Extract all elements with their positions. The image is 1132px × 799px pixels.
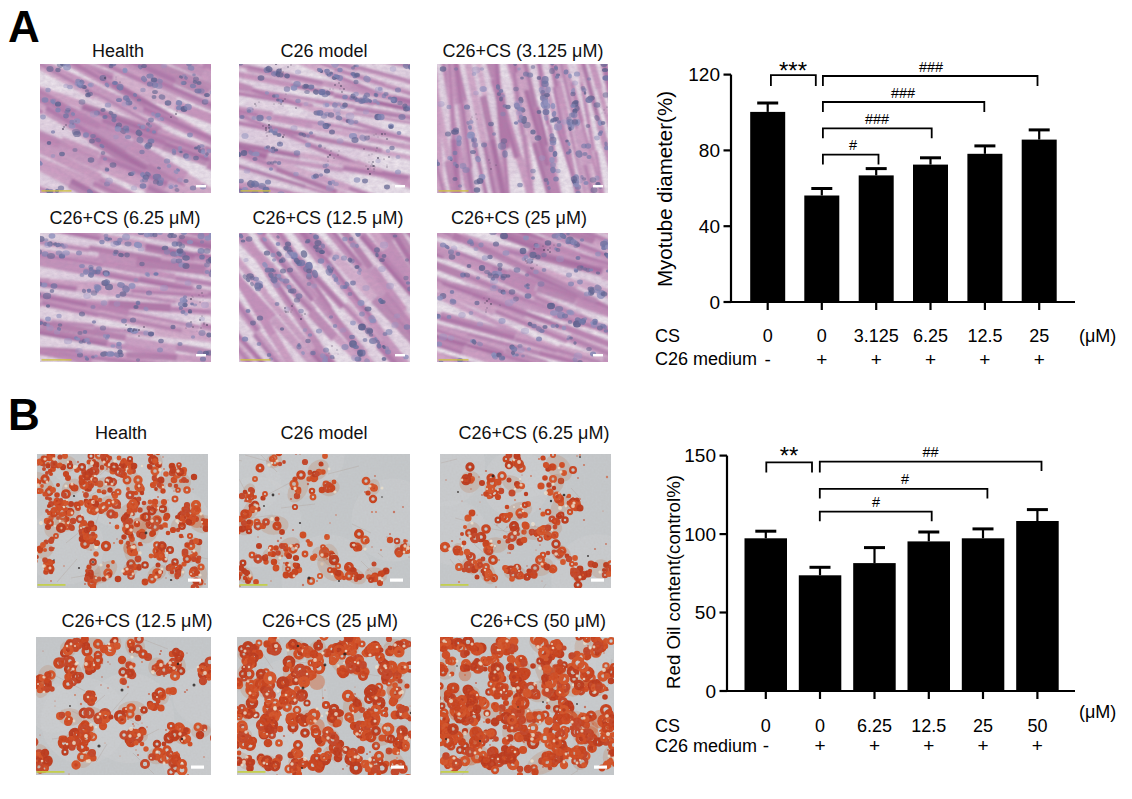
svg-text:-: -: [763, 735, 769, 756]
svg-text:+: +: [923, 735, 934, 756]
svg-text:CS: CS: [655, 326, 680, 346]
svg-text:###: ###: [865, 111, 889, 127]
svg-text:6.25: 6.25: [857, 716, 892, 736]
svg-text:+: +: [925, 349, 936, 370]
svg-text:***: ***: [779, 57, 807, 84]
svg-text:#: #: [901, 471, 909, 487]
svg-text:0: 0: [763, 326, 773, 346]
svg-text:+: +: [869, 735, 880, 756]
svg-text:+: +: [1032, 735, 1043, 756]
svg-text:(μM): (μM): [1079, 326, 1116, 346]
svg-text:0: 0: [817, 326, 827, 346]
svg-text:12.5: 12.5: [967, 326, 1002, 346]
svg-text:Red Oil content(control%): Red Oil content(control%): [663, 475, 684, 689]
svg-text:(μM): (μM): [1079, 702, 1116, 722]
svg-text:150: 150: [684, 445, 716, 466]
svg-text:120: 120: [688, 64, 720, 85]
svg-text:+: +: [816, 349, 827, 370]
svg-text:Myotube diameter(%): Myotube diameter(%): [653, 91, 676, 287]
svg-text:#: #: [849, 137, 857, 153]
svg-text:0: 0: [705, 681, 716, 702]
svg-text:80: 80: [699, 140, 720, 161]
svg-text:0: 0: [815, 716, 825, 736]
svg-text:+: +: [979, 349, 990, 370]
svg-text:+: +: [1034, 349, 1045, 370]
svg-text:#: #: [872, 494, 880, 510]
svg-text:0: 0: [709, 292, 720, 313]
svg-text:**: **: [780, 442, 799, 469]
svg-text:25: 25: [1029, 326, 1049, 346]
svg-text:-: -: [765, 349, 771, 370]
svg-text:CS: CS: [655, 716, 680, 736]
svg-text:###: ###: [891, 85, 915, 101]
svg-text:##: ##: [923, 444, 939, 460]
svg-text:100: 100: [684, 524, 716, 545]
svg-text:+: +: [977, 735, 988, 756]
svg-text:40: 40: [699, 216, 720, 237]
svg-text:C26 medium: C26 medium: [655, 736, 757, 756]
svg-text:###: ###: [919, 59, 943, 75]
svg-text:25: 25: [973, 716, 993, 736]
svg-text:3.125: 3.125: [854, 326, 899, 346]
svg-text:12.5: 12.5: [911, 716, 946, 736]
svg-text:C26 medium: C26 medium: [655, 349, 757, 369]
svg-text:0: 0: [761, 716, 771, 736]
svg-text:6.25: 6.25: [913, 326, 948, 346]
svg-text:50: 50: [695, 602, 716, 623]
svg-text:50: 50: [1027, 716, 1047, 736]
svg-text:+: +: [814, 735, 825, 756]
svg-text:+: +: [871, 349, 882, 370]
